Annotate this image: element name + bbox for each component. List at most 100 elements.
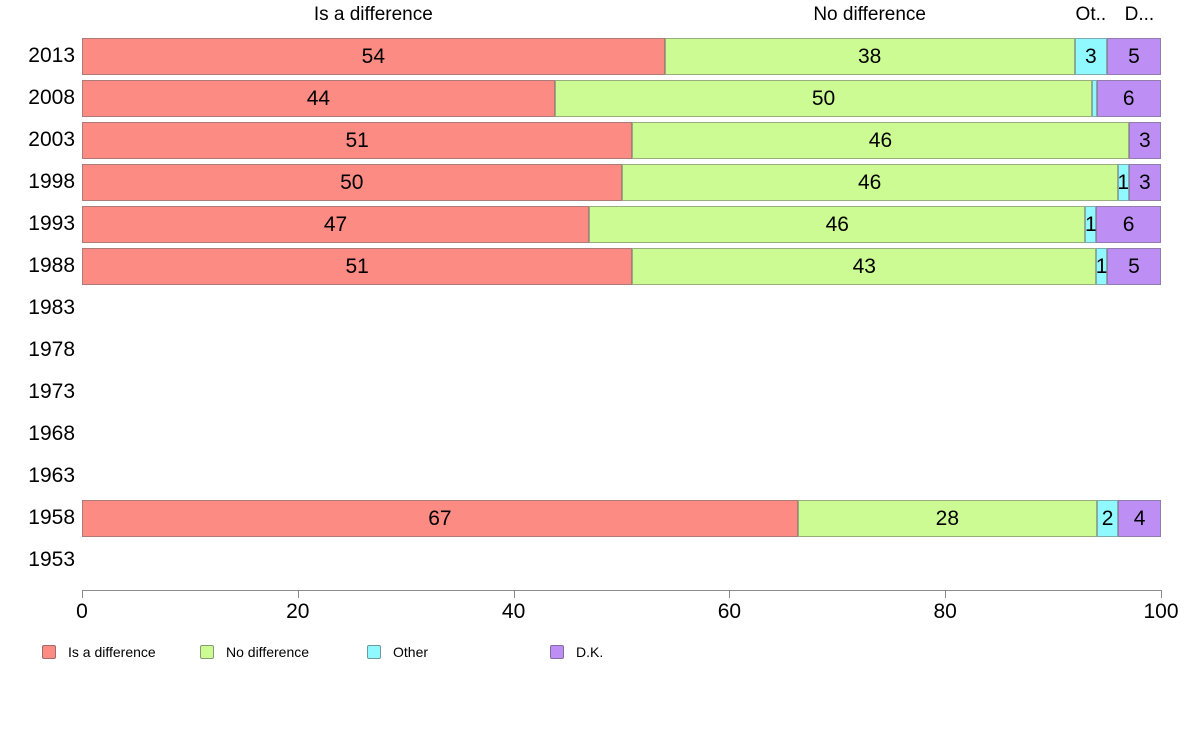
legend-item[interactable]: No difference [200, 644, 309, 660]
category-label: 1993 [28, 212, 75, 235]
segment-value-label: 51 [345, 254, 369, 278]
segment-value-label: 5 [1128, 44, 1140, 68]
bar-segment[interactable]: 1 [1085, 205, 1097, 243]
segment-value-label: 1 [1085, 212, 1097, 236]
bar-segment[interactable] [1092, 79, 1097, 117]
bar-track [82, 290, 1161, 327]
bar-segment[interactable]: 28 [797, 499, 1097, 537]
bar-track: 50 46 1 3 [82, 163, 1161, 201]
chart-row: 1973 [0, 371, 1161, 413]
chart-row: 1998 50 46 1 3 [0, 161, 1161, 203]
legend-swatch [42, 645, 56, 659]
legend: Is a difference No difference Other D.K. [0, 644, 1188, 666]
category-label: 1968 [28, 422, 75, 445]
bar-segment[interactable]: 46 [589, 205, 1086, 243]
chart-row: 1988 51 43 1 5 [0, 245, 1161, 287]
segment-value-label: 4 [1133, 506, 1146, 530]
bar-segment[interactable]: 67 [82, 499, 798, 537]
bar-track [82, 542, 1161, 579]
bar-segment[interactable]: 5 [1107, 247, 1161, 285]
chart-row: 1953 [0, 539, 1161, 581]
legend-label: No difference [226, 644, 310, 660]
x-axis-tick [729, 590, 731, 598]
segment-value-label: 3 [1085, 44, 1097, 68]
x-axis-tick [1161, 590, 1162, 598]
bar-segment[interactable]: 44 [82, 79, 555, 117]
bar-segment[interactable]: 2 [1096, 499, 1119, 537]
bar-track: 67 28 2 4 [82, 499, 1161, 537]
category-label: 1978 [28, 338, 75, 361]
segment-value-label: 2 [1101, 506, 1114, 530]
bar-segment[interactable]: 3 [1128, 121, 1161, 159]
chart-row: 1983 [0, 287, 1161, 329]
bar-segment[interactable]: 50 [554, 79, 1093, 117]
legend-swatch [200, 645, 214, 659]
chart-row: 1963 [0, 455, 1161, 497]
segment-value-label: 54 [361, 44, 385, 68]
x-axis-tick [82, 590, 83, 598]
bar-segment[interactable]: 3 [1128, 163, 1161, 201]
column-header: No difference [813, 4, 926, 25]
x-axis-tick-label: 20 [286, 600, 310, 623]
segment-value-label: 51 [345, 128, 369, 152]
bar-track [82, 416, 1161, 453]
segment-value-label: 47 [323, 212, 348, 236]
bar-segment[interactable]: 4 [1118, 499, 1161, 537]
bar-track: 47 46 1 6 [82, 205, 1161, 243]
bar-segment[interactable]: 3 [1074, 37, 1108, 75]
bar-segment[interactable]: 1 [1117, 163, 1130, 201]
bar-segment[interactable]: 50 [82, 163, 622, 201]
bar-segment[interactable]: 46 [632, 121, 1129, 159]
bar-segment[interactable]: 46 [621, 163, 1118, 201]
segment-value-label: 1 [1117, 170, 1130, 194]
bar-segment[interactable]: 6 [1096, 205, 1161, 243]
bar-segment[interactable]: 54 [82, 37, 665, 75]
bar-track: 44 50 6 [82, 79, 1161, 117]
segment-value-label: 46 [868, 128, 893, 152]
chart-row: 1993 47 46 1 6 [0, 203, 1161, 245]
chart-row: 2008 44 50 6 [0, 77, 1161, 119]
legend-swatch [550, 645, 564, 659]
legend-item[interactable]: D.K. [550, 644, 603, 660]
segment-value-label: 6 [1122, 86, 1135, 110]
chart-row: 1968 [0, 413, 1161, 455]
segment-value-label: 38 [857, 44, 882, 68]
column-headers: Is a difference No difference Ot.. D... [82, 4, 1161, 32]
category-label: 2008 [28, 86, 75, 109]
category-label: 2013 [28, 44, 75, 67]
legend-item[interactable]: Other [367, 644, 428, 660]
bar-track [82, 374, 1161, 411]
column-header: Is a difference [313, 4, 433, 25]
column-header: D... [1124, 4, 1155, 25]
bar-segment[interactable]: 1 [1095, 247, 1108, 285]
segment-value-label: 50 [340, 170, 364, 194]
bar-track: 54 38 3 5 [82, 37, 1161, 75]
x-axis-tick-label: 0 [76, 600, 88, 623]
category-label: 1998 [28, 170, 75, 193]
segment-value-label: 3 [1138, 128, 1151, 152]
bar-track [82, 332, 1161, 369]
x-axis-tick [945, 590, 947, 598]
legend-item[interactable]: Is a difference [42, 644, 156, 660]
chart-row: 1978 [0, 329, 1161, 371]
plot-rows: 2013 54 38 3 5 2008 44 50 6 2003 51 46 3 1998 50 46 1 3 19… [0, 35, 1161, 581]
category-label: 1953 [28, 548, 75, 571]
category-label: 1973 [28, 380, 75, 403]
category-label: 1988 [28, 254, 75, 277]
segment-value-label: 1 [1095, 254, 1108, 278]
segment-value-label: 50 [811, 86, 836, 110]
bar-segment[interactable]: 43 [632, 247, 1097, 285]
segment-value-label: 6 [1122, 212, 1135, 236]
bar-segment[interactable]: 51 [82, 247, 633, 285]
bar-segment[interactable]: 47 [82, 205, 590, 243]
category-label: 2003 [28, 128, 75, 151]
bar-segment[interactable]: 51 [82, 121, 633, 159]
segment-value-label: 28 [935, 506, 959, 530]
x-axis-tick-label: 60 [717, 600, 742, 623]
bar-segment[interactable]: 38 [664, 37, 1075, 75]
chart-row: 1958 67 28 2 4 [0, 497, 1161, 539]
bar-segment[interactable]: 6 [1096, 79, 1161, 117]
x-axis-line [82, 590, 1161, 591]
bar-segment[interactable]: 5 [1107, 37, 1161, 75]
